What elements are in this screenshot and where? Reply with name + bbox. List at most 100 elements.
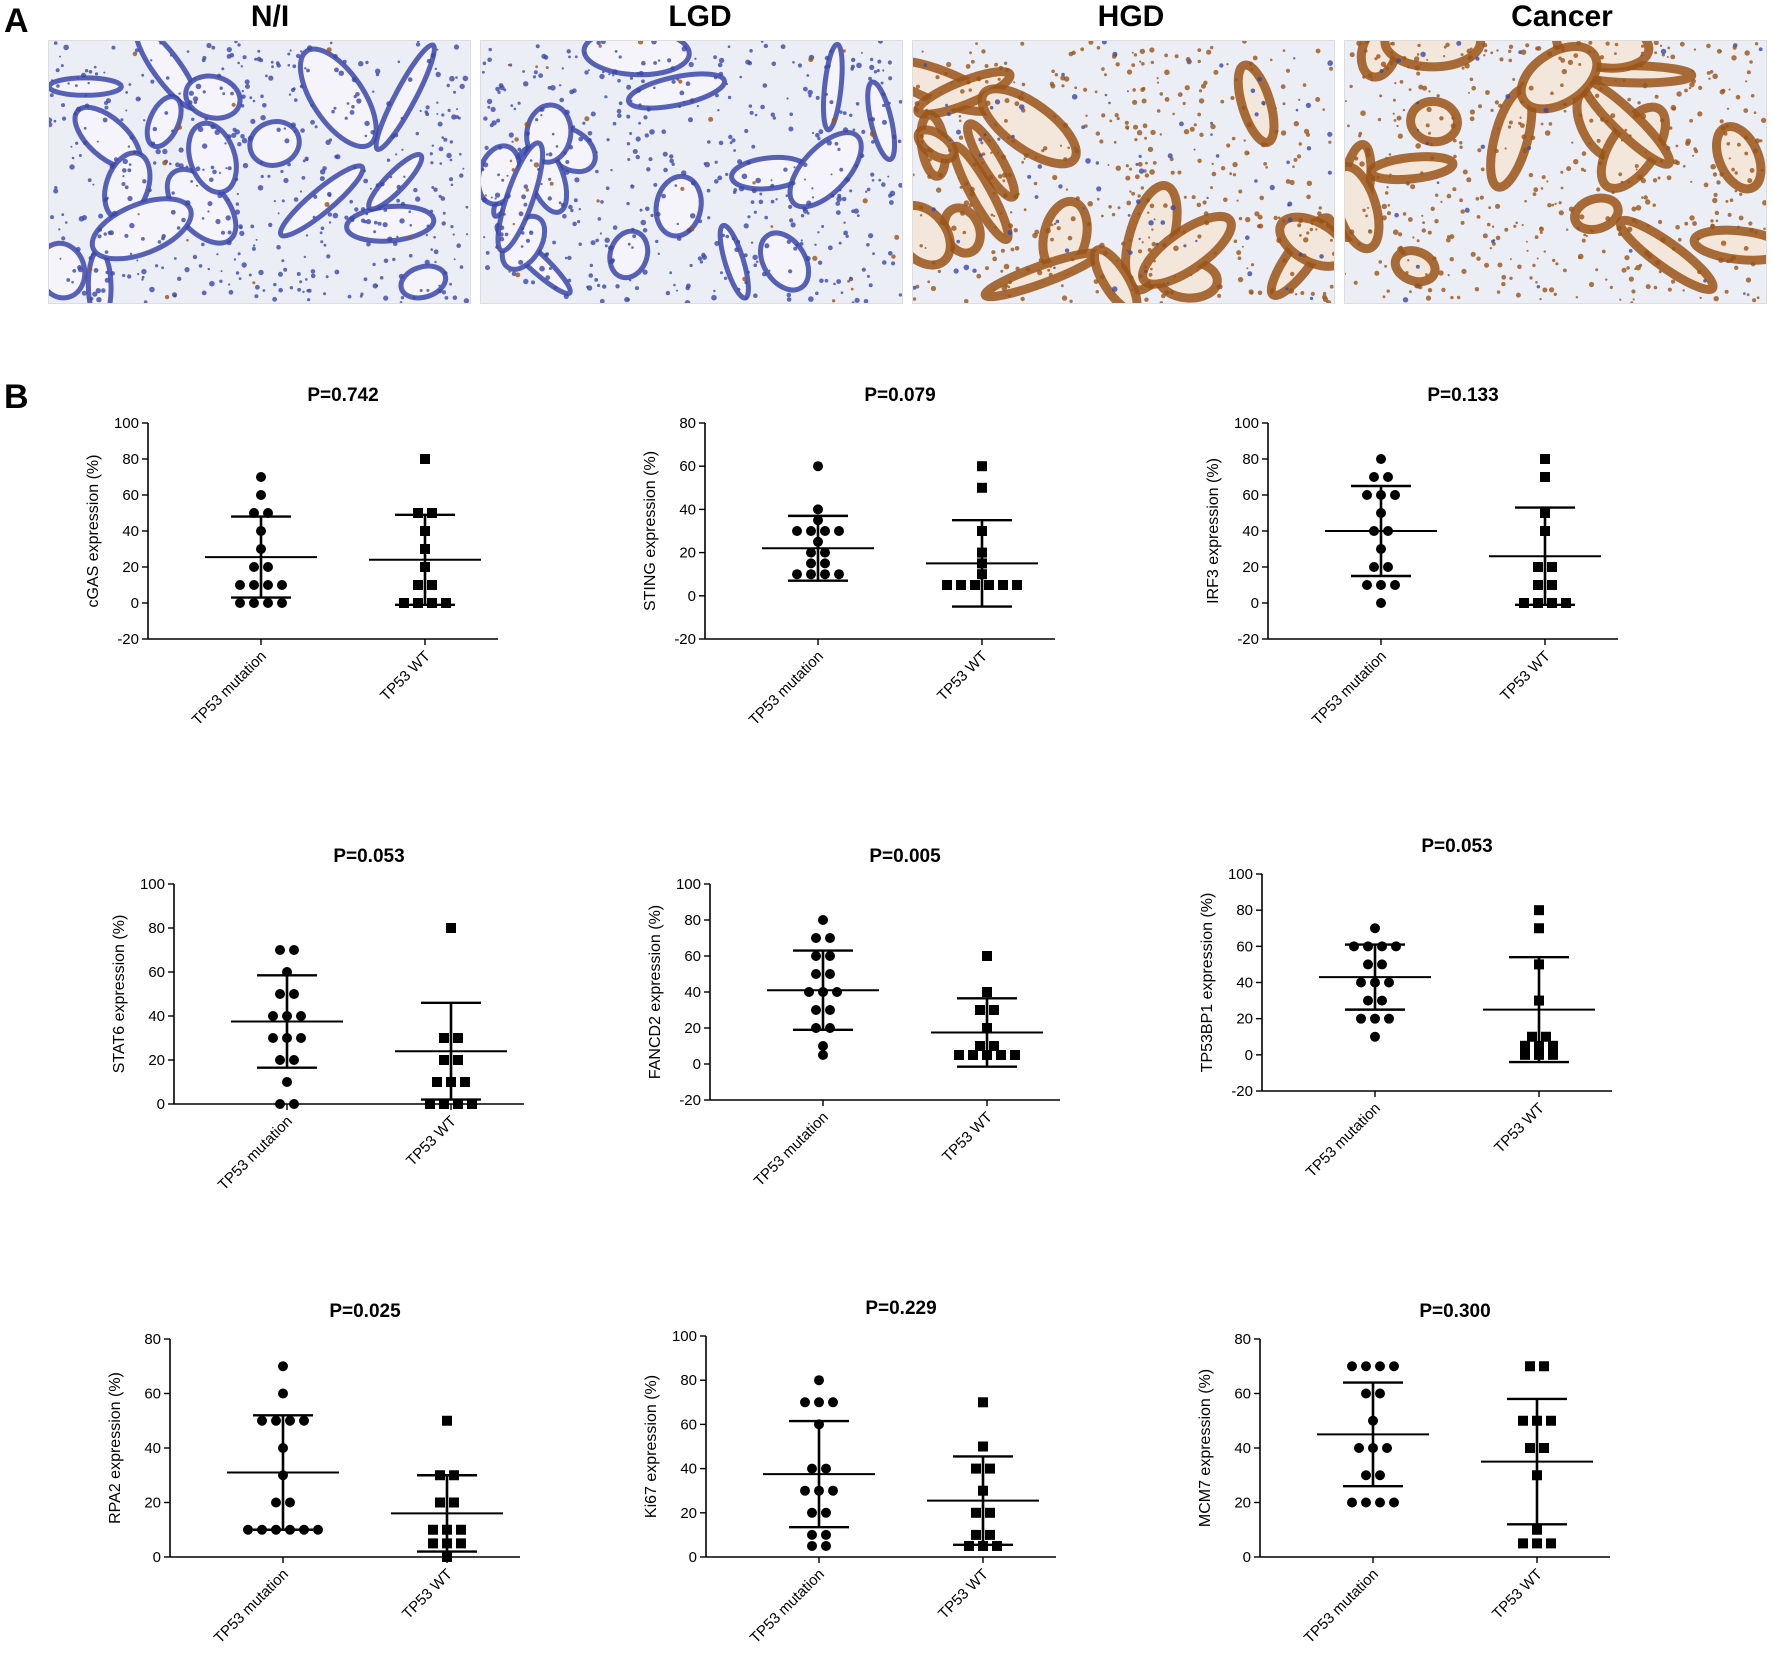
nucleus-dot (437, 121, 443, 127)
gland-shape (186, 120, 239, 195)
nucleus-dot (1479, 195, 1484, 200)
plot-title: P=0.133 (1427, 385, 1498, 406)
nucleus-dot (1384, 264, 1387, 268)
y-tick-label: 100 (676, 876, 701, 893)
data-point (1383, 472, 1393, 482)
nucleus-dot (430, 248, 434, 251)
nucleus-dot (989, 105, 994, 110)
nucleus-dot (455, 76, 458, 79)
data-point (442, 1415, 452, 1426)
nucleus-dot (88, 70, 93, 74)
nucleus-dot (1631, 206, 1637, 212)
nucleus-dot (847, 279, 851, 283)
nucleus-dot (1753, 111, 1757, 114)
nucleus-dot (1414, 65, 1421, 71)
nucleus-dot (1525, 43, 1530, 48)
nucleus-dot (1743, 292, 1746, 295)
nucleus-dot (924, 247, 927, 249)
nucleus-dot (400, 296, 405, 300)
nucleus-dot (718, 57, 725, 64)
nucleus-dot (326, 254, 331, 259)
data-point (998, 580, 1008, 590)
y-tick-label: 60 (679, 458, 696, 475)
nucleus-dot (584, 70, 589, 75)
nucleus-dot (1598, 161, 1603, 166)
nucleus-dot (1660, 159, 1664, 163)
nucleus-dot (1713, 296, 1719, 302)
nucleus-dot (102, 117, 108, 123)
nucleus-dot (674, 184, 678, 187)
nucleus-dot (1356, 41, 1362, 46)
nucleus-dot (1354, 156, 1359, 161)
data-point (235, 598, 245, 608)
data-point (811, 933, 821, 943)
data-point (1361, 1497, 1371, 1508)
nucleus-dot (1232, 173, 1237, 177)
nucleus-dot (424, 110, 428, 114)
nucleus-dot (306, 289, 310, 293)
nucleus-dot (1743, 108, 1749, 113)
nucleus-dot (1210, 123, 1216, 130)
nucleus-dot (687, 117, 694, 123)
nucleus-dot (185, 165, 189, 169)
nucleus-dot (120, 118, 124, 122)
data-point (1384, 977, 1394, 988)
nucleus-dot (441, 221, 446, 226)
y-tick-label: 80 (144, 1331, 161, 1348)
data-point (413, 508, 423, 518)
nucleus-dot (450, 183, 454, 187)
nucleus-dot (1483, 54, 1486, 57)
nucleus-dot (129, 252, 133, 255)
nucleus-dot (241, 137, 248, 144)
nucleus-dot (1086, 222, 1092, 227)
nucleus-dot (218, 171, 222, 174)
y-tick-label: 60 (144, 1386, 161, 1403)
nucleus-dot (1197, 234, 1202, 239)
nucleus-dot (1327, 170, 1332, 175)
nucleus-dot (137, 213, 140, 216)
nucleus-dot (59, 55, 62, 58)
nucleus-dot (1021, 160, 1025, 164)
data-point (982, 987, 992, 997)
x-tick-label: TP53 mutation (747, 1566, 828, 1647)
nucleus-dot (880, 81, 884, 85)
nucleus-dot (1217, 293, 1222, 298)
nucleus-dot (1720, 125, 1726, 131)
nucleus-dot (1096, 46, 1101, 50)
nucleus-dot (638, 103, 642, 107)
nucleus-dot (1494, 100, 1499, 105)
nucleus-dot (642, 269, 648, 275)
nucleus-dot (626, 84, 632, 90)
nucleus-dot (299, 84, 304, 89)
nucleus-dot (512, 222, 515, 226)
nucleus-dot (1392, 229, 1399, 235)
data-point (1518, 1415, 1528, 1426)
nucleus-dot (817, 260, 823, 265)
nucleus-dot (438, 146, 444, 152)
nucleus-dot (1555, 262, 1559, 266)
histology-image-ni (48, 40, 471, 304)
nucleus-dot (1007, 172, 1012, 178)
nucleus-dot (835, 201, 841, 206)
nucleus-dot (1482, 42, 1488, 48)
nucleus-dot (1692, 221, 1697, 226)
nucleus-dot (1460, 220, 1465, 225)
nucleus-dot (396, 198, 401, 203)
nucleus-dot (369, 187, 372, 190)
nucleus-dot (375, 183, 380, 188)
nucleus-dot (817, 231, 820, 234)
nucleus-dot (1655, 259, 1661, 266)
nucleus-dot (1150, 60, 1155, 65)
nucleus-dot (1575, 296, 1579, 299)
data-point (1525, 1443, 1535, 1453)
nucleus-dot (1018, 95, 1024, 101)
nucleus-dot (1497, 127, 1500, 130)
nucleus-dot (1744, 50, 1750, 56)
nucleus-dot (1115, 165, 1121, 171)
nucleus-dot (154, 264, 159, 268)
nucleus-dot (1200, 83, 1206, 89)
nucleus-dot (921, 50, 924, 53)
nucleus-dot (111, 210, 118, 217)
nucleus-dot (354, 207, 359, 212)
